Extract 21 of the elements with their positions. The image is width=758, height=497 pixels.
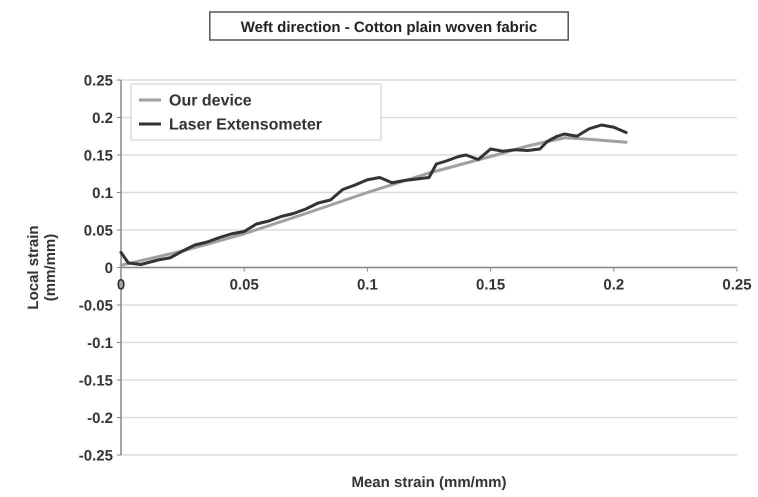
y-tick-label: 0.15 xyxy=(84,147,113,164)
y-tick-label: -0.25 xyxy=(78,447,113,464)
y-tick-label: 0.1 xyxy=(92,184,113,202)
y-tick-label: -0.15 xyxy=(78,372,113,390)
chart-title: Weft direction - Cotton plain woven fabric xyxy=(240,19,538,36)
x-tick-label: 0.25 xyxy=(722,276,752,294)
y-tick-label: 0.05 xyxy=(84,222,113,240)
x-tick-label: 0.1 xyxy=(356,276,378,294)
y-tick-label: -0.1 xyxy=(87,334,113,352)
legend-label: Laser Extensometer xyxy=(169,116,322,134)
x-tick-label: 0.2 xyxy=(603,276,624,294)
y-tick-label: 0.25 xyxy=(84,72,113,90)
legend-label: Our device xyxy=(169,92,252,110)
y-axis-title: Local strain (mm/mm) xyxy=(25,225,59,310)
y-tick-label: -0.05 xyxy=(78,297,113,314)
x-axis-title: Mean strain (mm/mm) xyxy=(351,474,507,491)
x-tick-label: 0.05 xyxy=(230,276,259,294)
x-tick-label: 0.15 xyxy=(476,276,506,294)
y-tick-label: -0.2 xyxy=(87,410,113,427)
y-tick-label: 0 xyxy=(104,260,113,277)
y-tick-label: 0.2 xyxy=(92,110,113,127)
